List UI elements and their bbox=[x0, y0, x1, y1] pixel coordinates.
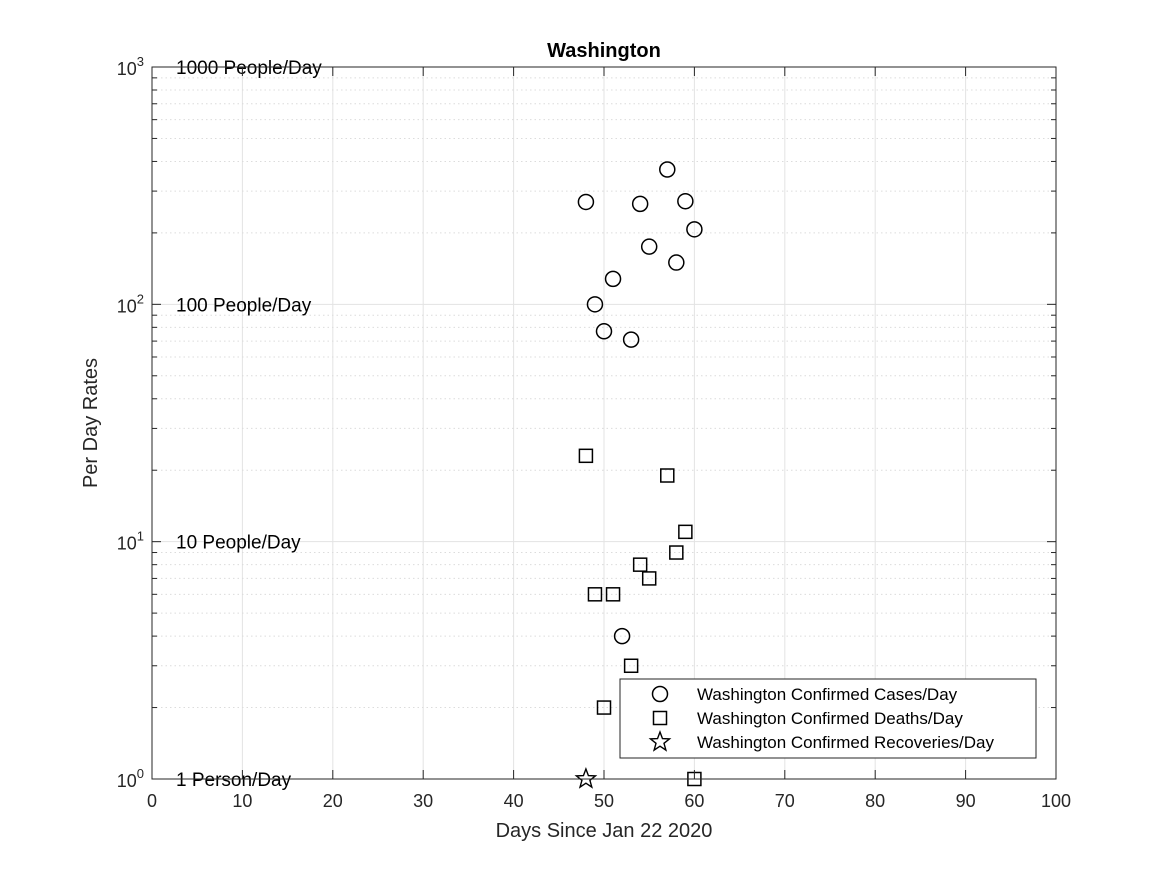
data-point-circle bbox=[677, 192, 694, 210]
data-point-circle bbox=[668, 254, 685, 271]
x-tick-label: 30 bbox=[413, 791, 433, 811]
legend-box bbox=[619, 678, 1037, 759]
data-point-circle bbox=[604, 270, 622, 288]
axis-ticks: 0 10 20 30 40 50 60 70 80 90 100 100 101 102 103 bbox=[117, 54, 1071, 811]
data-point-square bbox=[678, 524, 693, 540]
reference-annotation: 1 Person/Day bbox=[176, 770, 292, 791]
y-tick-label: 100 bbox=[117, 766, 144, 791]
data-point-star bbox=[574, 767, 598, 789]
x-tick-label: 50 bbox=[594, 791, 614, 811]
annotations: 1000 People/Day 100 People/Day 10 People/D… bbox=[176, 58, 322, 791]
grid-lines bbox=[152, 67, 1056, 779]
data-point-circle bbox=[595, 323, 613, 340]
data-point-circle bbox=[640, 238, 658, 255]
x-tick-label: 20 bbox=[323, 791, 343, 811]
data-point-circle bbox=[577, 193, 595, 211]
chart-title: Washington bbox=[547, 40, 661, 62]
x-tick-label: 80 bbox=[865, 791, 885, 811]
data-point-square bbox=[623, 658, 639, 674]
reference-annotation: 1000 People/Day bbox=[176, 58, 322, 79]
data-point-square bbox=[660, 468, 675, 483]
data-point-square bbox=[669, 545, 684, 560]
data-point-square bbox=[641, 571, 657, 586]
x-axis-label: Days Since Jan 22 2020 bbox=[496, 820, 713, 842]
data-point-square bbox=[605, 587, 621, 602]
y-tick-label: 103 bbox=[117, 54, 144, 79]
data-point-circle bbox=[622, 331, 640, 348]
data-point-circle bbox=[613, 627, 631, 645]
x-tick-label: 10 bbox=[232, 791, 252, 811]
data-point-square bbox=[596, 700, 612, 715]
y-tick-label: 101 bbox=[117, 529, 144, 554]
x-tick-label: 70 bbox=[775, 791, 795, 811]
x-tick-label: 60 bbox=[684, 791, 704, 811]
legend-entry-label: Washington Confirmed Recoveries/Day bbox=[697, 733, 994, 752]
data-point-square bbox=[578, 448, 594, 464]
data-point-square bbox=[587, 587, 603, 602]
data-point-circle bbox=[631, 195, 649, 213]
data-point-circle bbox=[686, 221, 703, 238]
legend-entry-label: Washington Confirmed Deaths/Day bbox=[697, 709, 963, 728]
reference-annotation: 10 People/Day bbox=[176, 533, 301, 554]
x-tick-label: 0 bbox=[147, 791, 157, 811]
legend-marker-star bbox=[648, 730, 672, 752]
y-axis-label: Per Day Rates bbox=[80, 358, 102, 488]
legend-entry-label: Washington Confirmed Cases/Day bbox=[697, 685, 958, 704]
y-tick-label: 102 bbox=[117, 291, 144, 316]
x-tick-label: 100 bbox=[1041, 791, 1071, 811]
data-point-circle bbox=[586, 296, 604, 313]
legend-marker-circle bbox=[651, 685, 669, 703]
x-tick-label: 40 bbox=[504, 791, 524, 811]
data-point-square bbox=[632, 557, 648, 572]
x-tick-label: 90 bbox=[956, 791, 976, 811]
legend: Washington Confirmed Cases/Day Washington… bbox=[619, 678, 1037, 759]
reference-annotation: 100 People/Day bbox=[176, 295, 312, 316]
data-point-circle bbox=[659, 161, 676, 178]
legend-marker-square bbox=[652, 710, 668, 726]
